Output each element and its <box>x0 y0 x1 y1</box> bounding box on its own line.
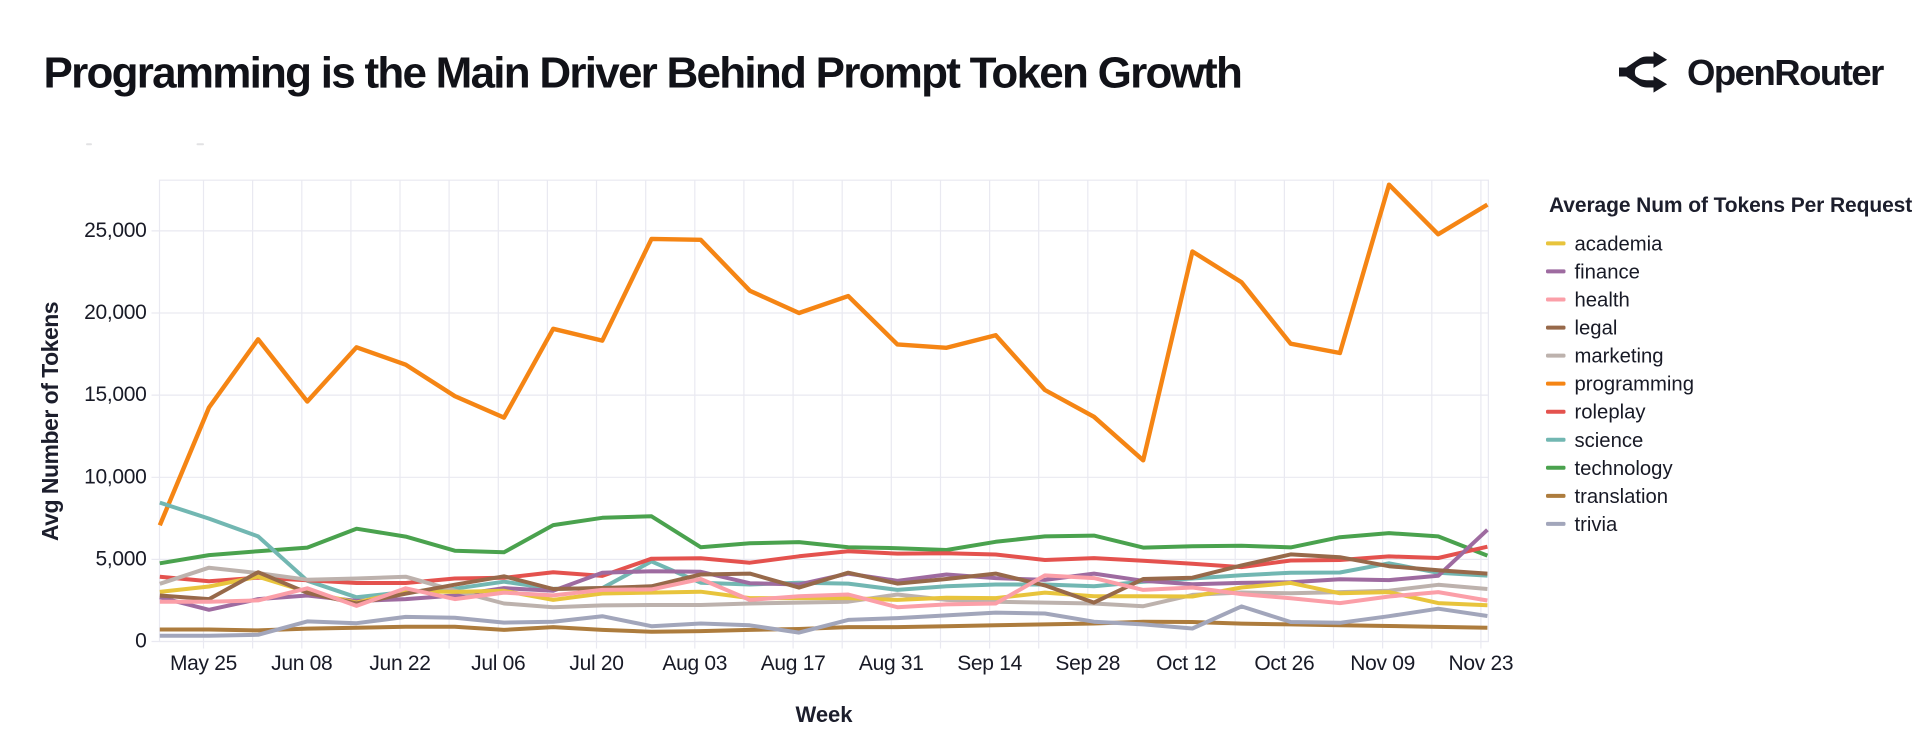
svg-text:technology: technology <box>1575 458 1674 480</box>
svg-text:0: 0 <box>135 630 146 653</box>
svg-text:academia: academia <box>1575 233 1664 255</box>
svg-text:Jul 20: Jul 20 <box>569 652 623 675</box>
svg-text:Jun 22: Jun 22 <box>369 652 430 675</box>
svg-text:Nov 23: Nov 23 <box>1449 652 1514 675</box>
svg-text:marketing: marketing <box>1575 346 1664 368</box>
svg-text:Sep 14: Sep 14 <box>957 652 1022 675</box>
svg-text:health: health <box>1575 290 1630 312</box>
svg-text:10,000: 10,000 <box>84 465 146 488</box>
svg-text:Aug 03: Aug 03 <box>662 652 727 675</box>
svg-text:Jul 06: Jul 06 <box>471 652 525 675</box>
svg-text:Avg Number of Tokens: Avg Number of Tokens <box>37 302 63 541</box>
svg-text:Aug 17: Aug 17 <box>761 652 826 675</box>
svg-text:roleplay: roleplay <box>1575 402 1647 424</box>
svg-text:Week: Week <box>795 702 853 727</box>
svg-text:Aug 31: Aug 31 <box>859 652 924 675</box>
svg-text:OpenRouter: OpenRouter <box>1687 52 1884 93</box>
svg-text:legal: legal <box>1575 318 1618 340</box>
svg-text:25,000: 25,000 <box>84 219 146 242</box>
svg-text:Nov 09: Nov 09 <box>1350 652 1415 675</box>
svg-text:5,000: 5,000 <box>95 547 146 570</box>
svg-text:Programming is the Main Driver: Programming is the Main Driver Behind Pr… <box>44 49 1242 98</box>
svg-text:science: science <box>1575 430 1644 452</box>
svg-text:Jun 08: Jun 08 <box>271 652 332 675</box>
svg-text:Oct 12: Oct 12 <box>1156 652 1216 675</box>
svg-text:trivia: trivia <box>1575 514 1619 536</box>
svg-text:Average Num of Tokens Per Requ: Average Num of Tokens Per Request <box>1549 194 1912 217</box>
svg-text:programming: programming <box>1575 374 1694 396</box>
svg-text:Sep 28: Sep 28 <box>1055 652 1120 675</box>
svg-text:Oct 26: Oct 26 <box>1254 652 1314 675</box>
svg-text:May 25: May 25 <box>170 652 237 675</box>
svg-text:translation: translation <box>1575 486 1669 508</box>
svg-text:finance: finance <box>1575 261 1640 283</box>
svg-text:20,000: 20,000 <box>84 301 146 324</box>
svg-text:15,000: 15,000 <box>84 383 146 406</box>
